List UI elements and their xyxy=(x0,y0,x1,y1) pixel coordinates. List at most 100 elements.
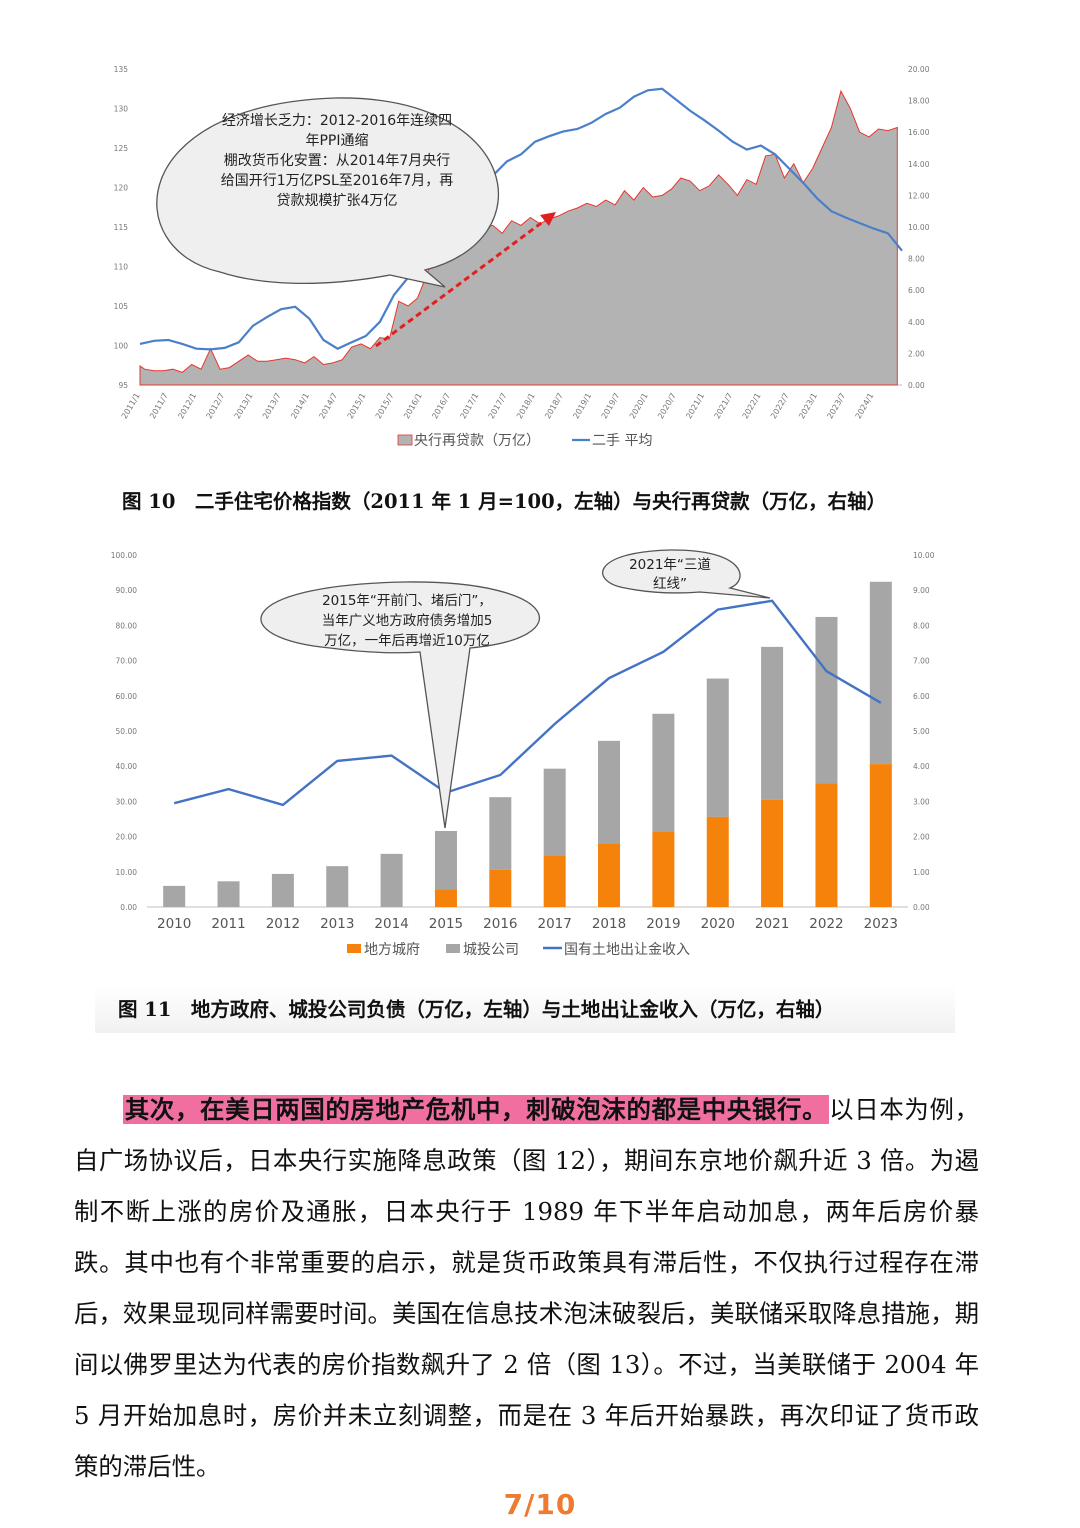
left-tick-label: 80.00 xyxy=(116,621,138,630)
x-tick-label: 2016 xyxy=(483,916,517,932)
x-tick-label: 2023/7 xyxy=(825,392,847,421)
right-tick-label: 8.00 xyxy=(908,255,925,264)
x-tick-label: 2019 xyxy=(646,916,680,932)
callout-line-3: 棚改货币化安置：从2014年7月央行 xyxy=(224,152,451,169)
bar-lgfv xyxy=(815,616,838,784)
right-tick-label: 9.00 xyxy=(913,586,930,595)
x-tick-label: 2012 xyxy=(266,916,300,932)
bar-local-gov xyxy=(869,764,892,907)
x-tick-label: 2020 xyxy=(701,916,735,932)
x-tick-label: 2021/7 xyxy=(713,392,735,421)
x-tick-label: 2021/1 xyxy=(684,392,706,421)
right-tick-label: 3.00 xyxy=(913,797,930,806)
bar-lgfv xyxy=(706,678,729,817)
x-tick-label: 2011/7 xyxy=(148,392,170,421)
legend-swatch-lgfv xyxy=(446,944,460,953)
right-tick-label: 10.00 xyxy=(908,223,930,232)
figure-10-chart: 95 100 105 110 115 120 125 130 135 0.00 2.00 4.00 6… xyxy=(114,65,930,449)
bar-lgfv xyxy=(761,646,784,800)
right-tick-label: 0.00 xyxy=(913,903,930,912)
legend-label-land: 国有土地出让金收入 xyxy=(564,942,690,958)
callout-line-2: 年PPI通缩 xyxy=(305,133,368,149)
x-tick-label: 2023 xyxy=(864,916,898,932)
callout-bubble-2021: 2021年“三道 红线” xyxy=(602,549,771,599)
left-tick-label: 130 xyxy=(114,105,129,114)
left-tick-label: 115 xyxy=(114,223,129,232)
right-tick-label: 20.00 xyxy=(908,65,930,74)
bar-local-gov xyxy=(489,869,512,907)
legend-swatch-refinancing xyxy=(397,434,413,446)
legend-label-lgfv: 城投公司 xyxy=(463,942,519,958)
left-tick-label: 125 xyxy=(114,144,129,153)
left-axis-ticks: 95 100 105 110 115 120 125 130 135 xyxy=(114,65,129,390)
bar-lgfv xyxy=(489,797,512,870)
bar-local-gov xyxy=(543,855,566,907)
bar-local-gov xyxy=(434,889,457,907)
left-tick-label: 105 xyxy=(114,302,129,311)
bar-local-gov xyxy=(598,843,621,907)
bar-lgfv xyxy=(598,740,621,844)
x-tick-label: 2022 xyxy=(809,916,843,932)
x-tick-label: 2013/1 xyxy=(233,392,255,421)
x-tick-label: 2012/7 xyxy=(205,392,227,421)
right-tick-label: 4.00 xyxy=(913,762,930,771)
bar-lgfv xyxy=(869,581,892,765)
bar-local-gov xyxy=(761,799,784,907)
left-tick-label: 100.00 xyxy=(111,551,137,560)
right-tick-label: 10.00 xyxy=(913,551,935,560)
x-tick-label: 2016/7 xyxy=(430,392,452,421)
bar-local-gov xyxy=(652,832,675,907)
bar-lgfv xyxy=(271,873,294,907)
x-tick-label: 2017/7 xyxy=(487,392,509,421)
caption-shade xyxy=(95,985,955,1033)
left-tick-label: 50.00 xyxy=(116,727,138,736)
x-tick-label: 2018/1 xyxy=(515,392,537,421)
left-tick-label: 90.00 xyxy=(116,586,138,595)
bar-lgfv xyxy=(652,713,675,833)
x-tick-label: 2010 xyxy=(157,916,191,932)
right-tick-label: 18.00 xyxy=(908,97,930,106)
bar-lgfv xyxy=(543,768,566,856)
x-axis-ticks: 2011/1 2011/7 2012/1 2012/7 2013/1 2013/7 2014… xyxy=(120,392,876,421)
body-paragraph: 其次，在美日两国的房地产危机中，刺破泡沫的都是中央银行。以日本为例，自广场协议后… xyxy=(74,1084,979,1492)
x-tick-label: 2017 xyxy=(537,916,571,932)
paragraph-body: 以日本为例，自广场协议后，日本央行实施降息政策（图 12），期间东京地价飙升近 … xyxy=(74,1095,979,1482)
callout-line-1: 经济增长乏力：2012-2016年连续四 xyxy=(222,112,452,129)
bar-lgfv xyxy=(380,853,403,907)
x-tick-label: 2022/1 xyxy=(741,392,763,421)
debt-bars xyxy=(163,581,892,907)
left-tick-label: 100 xyxy=(114,342,129,351)
x-tick-label: 2015/1 xyxy=(346,392,368,421)
x-tick-label: 2023/1 xyxy=(797,392,819,421)
left-tick-label: 60.00 xyxy=(116,692,138,701)
figure-11-chart: 0.00 10.00 20.00 30.00 40.00 50.00 60.00 70.00 8… xyxy=(111,549,935,958)
x-tick-label: 2013 xyxy=(320,916,354,932)
callout-line-5: 贷款规模扩张4万亿 xyxy=(277,193,398,209)
chart-legend: 地方城府 城投公司 国有土地出让金收入 xyxy=(347,942,690,958)
callout-2021-line-1: 2021年“三道 xyxy=(629,557,711,573)
right-tick-label: 1.00 xyxy=(913,868,930,877)
legend-label-price: 二手 平均 xyxy=(592,433,652,449)
x-tick-label: 2014 xyxy=(374,916,408,932)
x-tick-label: 2015/7 xyxy=(374,392,396,421)
left-tick-label: 70.00 xyxy=(116,657,138,666)
right-tick-label: 7.00 xyxy=(913,657,930,666)
right-axis-ticks: 0.00 2.00 4.00 6.00 8.00 10.00 12.00 14.00 16.00… xyxy=(908,65,930,390)
callout-line-4: 给国开行1万亿PSL至2016年7月，再 xyxy=(221,173,454,189)
left-axis-ticks: 0.00 10.00 20.00 30.00 40.00 50.00 60.00 70.00 8… xyxy=(111,551,137,912)
x-axis-ticks: 2010 2011 2012 2013 2014 2015 2016 2017 2018 2019… xyxy=(157,916,898,932)
left-tick-label: 10.00 xyxy=(116,868,138,877)
right-tick-label: 16.00 xyxy=(908,128,930,137)
right-tick-label: 12.00 xyxy=(908,191,930,200)
refinancing-area xyxy=(139,89,898,386)
second-hand-price-line xyxy=(139,87,903,351)
left-tick-label: 20.00 xyxy=(116,833,138,842)
callout-2021-line-2: 红线” xyxy=(653,576,687,592)
legend-label-local-gov: 地方城府 xyxy=(364,942,420,958)
x-tick-label: 2019/1 xyxy=(571,392,593,421)
x-tick-label: 2014/7 xyxy=(317,392,339,421)
x-tick-label: 2017/1 xyxy=(459,392,481,421)
left-tick-label: 135 xyxy=(114,65,129,74)
callout-bubble-2015: 2015年“开前门、堵后门”， 当年广义地方政府债务增加5 万亿，一年后再增近1… xyxy=(260,581,541,829)
left-tick-label: 120 xyxy=(114,184,129,193)
